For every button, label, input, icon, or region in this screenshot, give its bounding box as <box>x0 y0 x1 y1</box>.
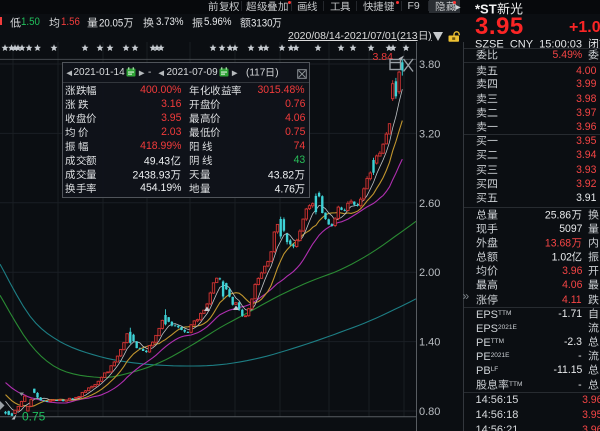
svg-text:2.60: 2.60 <box>419 198 440 210</box>
svg-text:1.40: 1.40 <box>419 337 440 349</box>
svg-text:0.80: 0.80 <box>419 406 440 418</box>
svg-text:3.80: 3.80 <box>419 59 440 71</box>
svg-text:2.00: 2.00 <box>419 267 440 279</box>
svg-text:3.84: 3.84 <box>373 51 394 63</box>
svg-text:3.20: 3.20 <box>419 128 440 140</box>
svg-text:0.75: 0.75 <box>22 410 46 424</box>
